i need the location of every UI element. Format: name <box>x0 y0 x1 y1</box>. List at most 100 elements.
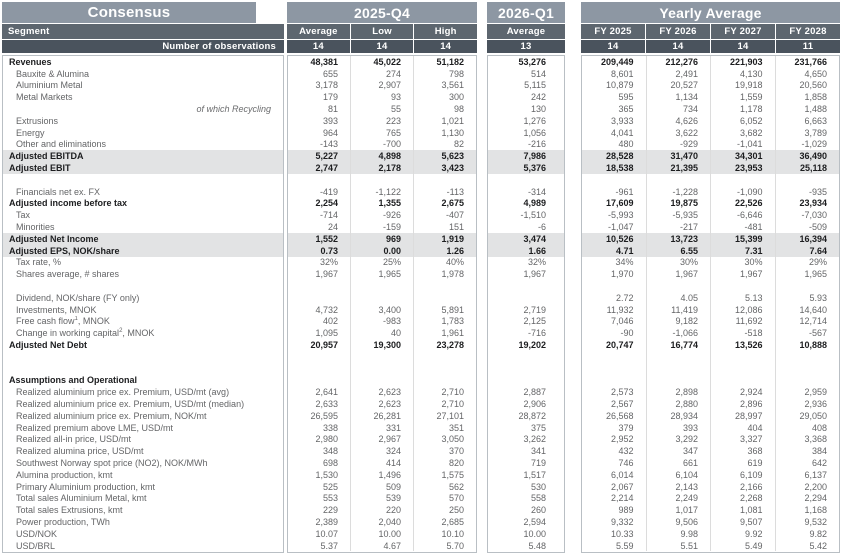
table-row: 0.73 0.00 1.26 <box>288 244 476 257</box>
column-label: Average <box>287 24 351 39</box>
row-label-text: Realized aluminium price ex. Premium, NO… <box>16 410 207 421</box>
cell-value: 1,961 <box>413 327 476 340</box>
cell-value: 17,609 <box>605 198 634 209</box>
row-label-text: Adjusted EBIT <box>9 163 71 174</box>
cell-value: 12,086 <box>710 303 775 316</box>
row-label: Shares average, # shares <box>3 268 283 280</box>
cell-value: 2,166 <box>710 480 775 493</box>
cell-value: -716 <box>527 328 546 339</box>
table-row: 209,449 212,276 221,903 231,766 <box>582 56 839 68</box>
cell-value <box>710 173 775 186</box>
row-label: Total sales Extrusions, kmt <box>3 504 283 516</box>
yearly-values-panel: 209,449 212,276 221,903 231,766 8,601 2,491 4,… <box>581 55 840 553</box>
row-label-text: USD/NOK <box>16 528 58 539</box>
cell-value: 19,918 <box>710 79 775 92</box>
table-row: 2,254 1,355 2,675 <box>288 197 476 210</box>
row-label: Tax rate, % <box>3 257 283 269</box>
row-label-text: Total sales Aluminium Metal, kmt <box>16 493 147 504</box>
cell-value: 7.64 <box>774 244 840 257</box>
cell-value: -1,029 <box>774 138 840 151</box>
row-label-text: Shares average, # shares <box>16 269 120 280</box>
cell-value: 0.73 <box>320 245 338 256</box>
row-label-text: Investments, MNOK <box>16 304 97 315</box>
row-label-text: Tax rate, % <box>16 257 62 268</box>
cell-value: 15,399 <box>710 232 775 245</box>
cell-value: 53,276 <box>518 56 546 67</box>
table-row <box>488 351 564 363</box>
cell-value: 34,301 <box>710 150 775 163</box>
cell-value: 7,986 <box>523 151 546 162</box>
cell-value: 2,641 <box>315 387 338 398</box>
cell-value: 48,381 <box>310 56 338 67</box>
cell-value: 432 <box>618 446 634 457</box>
row-label-text: Power production, TWh <box>16 516 110 527</box>
cell-value: 9,506 <box>645 516 711 528</box>
cell-value: 509 <box>350 480 413 493</box>
cell-value: 11,932 <box>606 304 634 315</box>
cell-value: 5.93 <box>774 291 840 304</box>
row-label: Total sales Aluminium Metal, kmt <box>3 492 283 504</box>
table-row: 10.07 10.00 10.10 <box>288 527 476 540</box>
cell-value: 480 <box>618 139 634 150</box>
cell-value: 4,041 <box>610 127 634 138</box>
cell-value: 10,526 <box>605 233 634 244</box>
cell-value: 11,419 <box>645 303 711 316</box>
cell-value: 2,906 <box>523 399 546 409</box>
cell-value: 16,774 <box>645 339 711 351</box>
cell-value: 23,278 <box>413 339 476 351</box>
cell-value: 19,300 <box>350 339 413 351</box>
table-row: 2,719 <box>488 304 564 316</box>
table-row: 32% 25% 40% <box>288 256 476 269</box>
table-row: 20,957 19,300 23,278 <box>288 339 476 351</box>
cell-value: 619 <box>710 457 775 469</box>
cell-value: 27,101 <box>413 409 476 422</box>
cell-value: 1,488 <box>774 103 840 115</box>
cell-value: 379 <box>618 422 634 433</box>
table-row: -714 -926 -407 <box>288 209 476 222</box>
table-row <box>488 292 564 304</box>
cell-value: 1,978 <box>413 268 476 281</box>
row-label-text: Adjusted Net Income <box>9 233 99 244</box>
cell-value <box>710 374 775 387</box>
row-label-text: Realized aluminium price ex. Premium, US… <box>16 387 230 398</box>
cell-value <box>288 363 350 375</box>
observation-count: 14 <box>440 41 452 52</box>
cell-value: 31,470 <box>645 150 711 163</box>
group-columns-yearly-average: FY 2025 FY 2026 FY 2027 FY 2028 <box>581 24 840 39</box>
cell-value: 19,875 <box>645 197 711 210</box>
cell-value <box>413 350 476 363</box>
cell-value: 562 <box>413 480 476 493</box>
table-row: 698 414 820 <box>288 457 476 469</box>
cell-value: 98 <box>413 103 476 115</box>
table-row: 1,276 <box>488 115 564 127</box>
cell-value <box>488 351 564 363</box>
cell-value: 10.07 <box>315 528 338 539</box>
cell-value: 5,623 <box>413 150 476 163</box>
table-row: 525 509 562 <box>288 480 476 493</box>
cell-value <box>488 363 564 375</box>
table-row: -1,047 -217 -481 -509 <box>582 221 839 233</box>
row-label: Adjusted EBIT <box>3 162 283 174</box>
cell-value <box>488 292 564 304</box>
cell-value: -407 <box>413 209 476 222</box>
cell-value: 338 <box>322 422 338 433</box>
table-row: 2,567 2,880 2,896 2,936 <box>582 398 839 410</box>
table-row: 964 765 1,130 <box>288 126 476 139</box>
cell-value: 300 <box>413 91 476 104</box>
row-label: USD/BRL <box>3 540 283 552</box>
cell-value: 20,957 <box>310 340 338 351</box>
cell-value: 4,989 <box>523 198 546 209</box>
cell-value: 719 <box>530 457 546 468</box>
cell-value: 2,967 <box>350 433 413 446</box>
cell-value: 9,332 <box>610 516 634 527</box>
cell-value <box>350 374 413 387</box>
cell-value: -567 <box>774 327 840 340</box>
group-title-2026-q1: 2026-Q1 <box>487 2 565 23</box>
table-row: -961 -1,228 -1,090 -935 <box>582 185 839 198</box>
cell-value <box>350 280 413 292</box>
cell-value: 1,783 <box>413 315 476 328</box>
table-row: 2,641 2,623 2,710 <box>288 386 476 399</box>
cell-value: 393 <box>322 115 338 126</box>
row-label-text: Realized all-in price, USD/mt <box>16 434 132 445</box>
